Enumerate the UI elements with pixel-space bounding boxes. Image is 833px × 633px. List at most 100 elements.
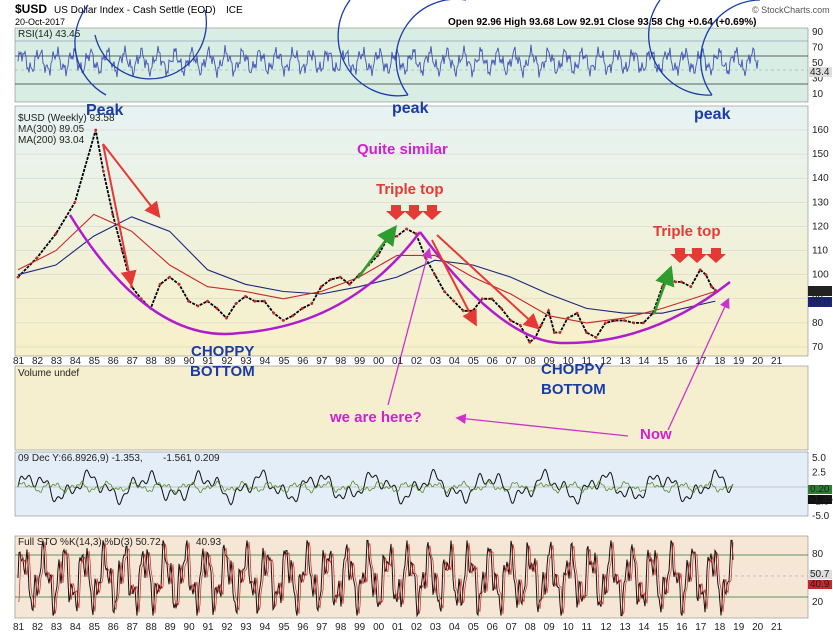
cycle-arc-1b [74,4,107,96]
cycle-arc-3a [648,0,713,96]
x-tick-label: 05 [468,622,480,633]
x-tick-label: 97 [316,356,328,367]
price-point [499,307,503,310]
we-are-here-arrow [387,247,433,406]
x-tick-label: 11 [582,356,593,367]
price-point [443,290,446,293]
price-point [704,273,708,277]
cycle-arc-2b [395,0,466,96]
x-tick-label: 85 [89,356,101,367]
rsi-value-badge: 43.4 [810,67,830,78]
x-tick-label: 98 [335,622,347,633]
sto-d-badge-bg [808,580,832,589]
price-point [509,319,513,322]
price-point [679,280,683,284]
macd-tick-label: 5.0 [812,453,826,464]
price-point [196,304,200,308]
sto-tick-label: 80 [812,549,824,560]
cycle-arc-2a [337,0,409,97]
x-tick-label: 81 [13,356,25,367]
x-tick-label: 01 [392,622,404,633]
rsi-tick-label: 70 [812,42,824,53]
x-tick-label: 10 [563,622,575,633]
x-tick-label: 82 [32,356,44,367]
rsi-tick-label: 30 [812,74,824,85]
macd-label: 26,9) -1.353, [86,453,143,464]
price-point [585,331,588,334]
ma300-label: MA(300) 89.05 [18,124,85,135]
x-tick-label: 08 [525,622,537,633]
choppy-bottom-2-line2: BOTTOM [541,381,606,398]
sto-k-badge: 50.7 [810,569,830,580]
symbol-label: $USD [15,2,47,16]
x-tick-label: 96 [297,622,309,633]
x-tick-label: 91 [203,356,215,367]
exchange-label: ICE [226,5,243,16]
ma300-series [17,216,716,314]
sto-k-badge-bg [808,570,832,579]
price-point [54,232,58,236]
now-arrow [667,297,730,431]
price-point [281,319,285,322]
x-tick-label: 04 [449,622,461,633]
price-label: $USD (Weekly) 93.58 [18,113,115,124]
price-tick-label: 130 [812,197,829,208]
price-point [120,249,124,253]
price-point [94,128,98,132]
triple-top-marker [386,205,406,220]
triple-top-marker [422,205,442,220]
price-point [263,299,266,303]
x-tick-label: 17 [695,356,707,367]
price-point [244,295,247,298]
x-tick-label: 20 [752,622,764,633]
rsi-series [17,44,759,78]
x-tick-label: 07 [506,356,518,367]
price-point [310,302,314,305]
x-tick-label: 99 [354,622,366,633]
x-tick-label: 93 [240,622,252,633]
macd-hist-badge: 0.20 [810,484,830,495]
up-arrow-2 [652,265,675,315]
x-tick-label: 09 [544,356,556,367]
x-tick-label: 95 [278,622,290,633]
x-tick-label: 88 [146,356,158,367]
triple-top-marker [670,248,690,263]
choppy-bottom-2-line1: CHOPPY [541,361,604,378]
x-tick-label: 00 [373,622,385,633]
cup-arc-2 [418,231,731,345]
price-point [111,213,115,216]
volume-panel [14,365,809,451]
ma300-badge-bg [808,297,832,307]
price-point [480,297,484,301]
x-tick-label: 18 [714,622,726,633]
price-point [689,285,693,289]
macd-series [17,468,734,506]
price-point [558,331,562,334]
macd-label-date: 09 Dec Y:66.89 [18,453,87,464]
macd-badge-bg [808,495,832,504]
x-tick-label: 95 [278,356,290,367]
x-tick-label: 81 [13,622,25,633]
down-arrow-3 [436,234,540,330]
x-tick-label: 86 [108,622,120,633]
sto-label: Full STO %K(14,3) %D(3) 50.72, [18,537,163,548]
rsi-tick-label: 50 [812,58,824,69]
macd-hist-label: , 0.209 [189,453,220,464]
peak-label-2: peak [392,100,429,117]
x-tick-label: 18 [714,356,726,367]
x-tick-label: 84 [70,622,82,633]
rsi-tick-label: 90 [812,27,824,38]
price-point [471,309,475,313]
rsi-tick-label: 10 [812,89,824,100]
x-tick-label: 05 [468,356,480,367]
x-tick-label: 14 [638,356,650,367]
x-tick-label: 17 [695,622,707,633]
x-tick-label: 03 [430,356,442,367]
cycle-arc-1 [94,9,208,80]
x-tick-label: 92 [221,622,233,633]
macd-badge: -1.35 [810,494,833,505]
price-point [348,282,351,286]
x-tick-label: 87 [127,356,139,367]
x-tick-label: 87 [127,622,139,633]
ohlc-summary: Open 92.96 High 93.68 Low 92.91 Close 93… [448,17,756,28]
